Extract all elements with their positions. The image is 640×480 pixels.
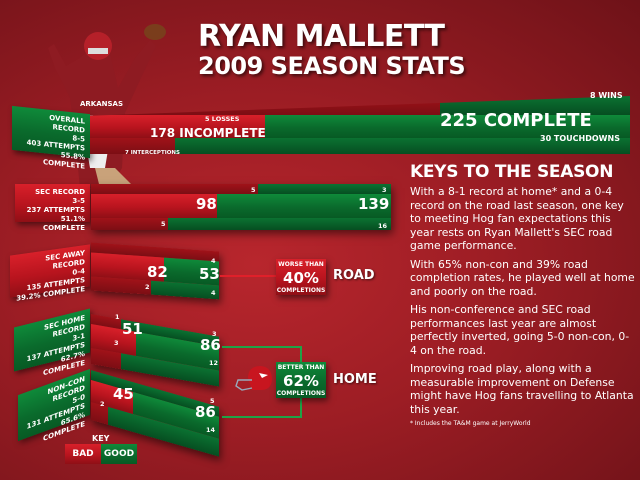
road-completion-box: WORSE THAN 40% COMPLETIONS — [276, 259, 326, 295]
sec-away-touchdowns: 4 — [211, 289, 216, 297]
legend-bad: BAD — [65, 444, 101, 464]
keys-paragraph-1: With a 8-1 record at home* and a 0-4 rec… — [410, 185, 624, 252]
sec-home-panel: SEC HOME RECORD 3-1 137 ATTEMPTS 62.7% C… — [14, 308, 90, 377]
overall-record-panel: OVERALL RECORD 8-5 403 ATTEMPTS 55.8% CO… — [12, 105, 90, 171]
sec-home-complete: 86 — [200, 336, 221, 354]
sec-away-complete: 53 — [199, 265, 220, 283]
sec-interceptions: 5 — [161, 220, 166, 228]
sec-home-losses: 1 — [115, 313, 120, 321]
home-completion-box: BETTER THAN 62% COMPLETIONS — [276, 362, 326, 398]
sec-bar — [91, 184, 391, 230]
overall-wins: 8 WINS — [590, 91, 623, 100]
sec-touchdowns: 16 — [378, 222, 388, 230]
sec-away-incomplete: 82 — [147, 263, 168, 281]
home-connector-top — [222, 346, 302, 348]
sec-away-interceptions: 2 — [145, 283, 150, 291]
sec-wins: 3 — [382, 186, 387, 194]
road-connector — [220, 275, 276, 277]
sec-losses: 5 — [251, 186, 256, 194]
legend-good: GOOD — [101, 444, 137, 464]
page-title: RYAN MALLETT 2009 SEASON STATS — [198, 19, 466, 81]
overall-incomplete: 178 INCOMPLETE — [150, 126, 266, 140]
home-label: HOME — [333, 372, 377, 387]
road-box-pct: 40% — [283, 269, 319, 287]
sec-incomplete: 98 — [196, 195, 217, 213]
jersey-text: ARKANSAS — [80, 100, 123, 108]
overall-complete: 225 COMPLETE — [440, 110, 592, 131]
sec-home-incomplete: 51 — [122, 320, 143, 338]
keys-heading: KEYS TO THE SEASON — [410, 162, 614, 182]
sec-home-touchdowns: 12 — [209, 359, 219, 367]
sec-away-wins: 4 — [211, 257, 216, 265]
overall-touchdowns: 30 TOUCHDOWNS — [540, 134, 620, 143]
keys-paragraph-3: His non-conference and SEC road performa… — [410, 303, 630, 357]
panel-pct: 51.1% COMPLETE — [43, 215, 85, 232]
sec-complete: 139 — [358, 195, 390, 213]
keys-paragraph-2: With 65% non-con and 39% road completion… — [410, 257, 635, 298]
complete-segment — [265, 114, 630, 138]
noncon-complete: 86 — [195, 403, 216, 421]
home-box-bottom: COMPLETIONS — [276, 390, 326, 397]
sec-home-wins: 3 — [212, 330, 217, 338]
road-box-top: WORSE THAN — [278, 261, 324, 268]
title-subtitle: 2009 SEASON STATS — [198, 52, 466, 80]
sec-home-interceptions: 3 — [114, 339, 119, 347]
helmet-icon — [235, 366, 272, 391]
title-name: RYAN MALLETT — [198, 19, 445, 54]
road-box-bottom: COMPLETIONS — [276, 287, 326, 294]
noncon-interceptions: 2 — [100, 400, 105, 408]
keys-to-season: KEYS TO THE SEASON With a 8-1 record at … — [410, 162, 635, 427]
overall-interceptions: 7 INTERCEPTIONS — [125, 150, 180, 156]
incomplete-segment — [90, 114, 265, 138]
noncon-touchdowns: 14 — [206, 426, 216, 434]
sec-away-panel: SEC AWAY RECORD 0-4 135 ATTEMPTS 39.2% C… — [10, 244, 90, 303]
home-box-top: BETTER THAN — [277, 364, 325, 371]
panel-attempts: 237 ATTEMPTS — [26, 206, 85, 214]
home-box-pct: 62% — [283, 372, 319, 390]
noncon-incomplete: 45 — [113, 385, 134, 403]
home-connector-bottom — [222, 416, 302, 418]
road-label: ROAD — [333, 268, 375, 283]
interceptions-segment — [90, 137, 175, 154]
noncon-wins: 5 — [210, 397, 215, 405]
legend-good-label: GOOD — [103, 449, 135, 459]
keys-paragraph-4: Improving road play, along with a measur… — [410, 362, 634, 416]
overall-losses: 5 LOSSES — [205, 115, 240, 123]
sec-record-panel: SEC RECORD 3-5 237 ATTEMPTS 51.1% COMPLE… — [15, 184, 90, 232]
legend-bad-label: BAD — [72, 449, 94, 459]
legend-title: KEY — [92, 434, 110, 443]
panel-label: SEC RECORD — [35, 188, 85, 196]
footnote: * Includes the TA&M game at JerryWorld — [410, 420, 531, 427]
touchdowns-segment — [175, 137, 630, 154]
panel-record: 3-5 — [72, 197, 85, 205]
